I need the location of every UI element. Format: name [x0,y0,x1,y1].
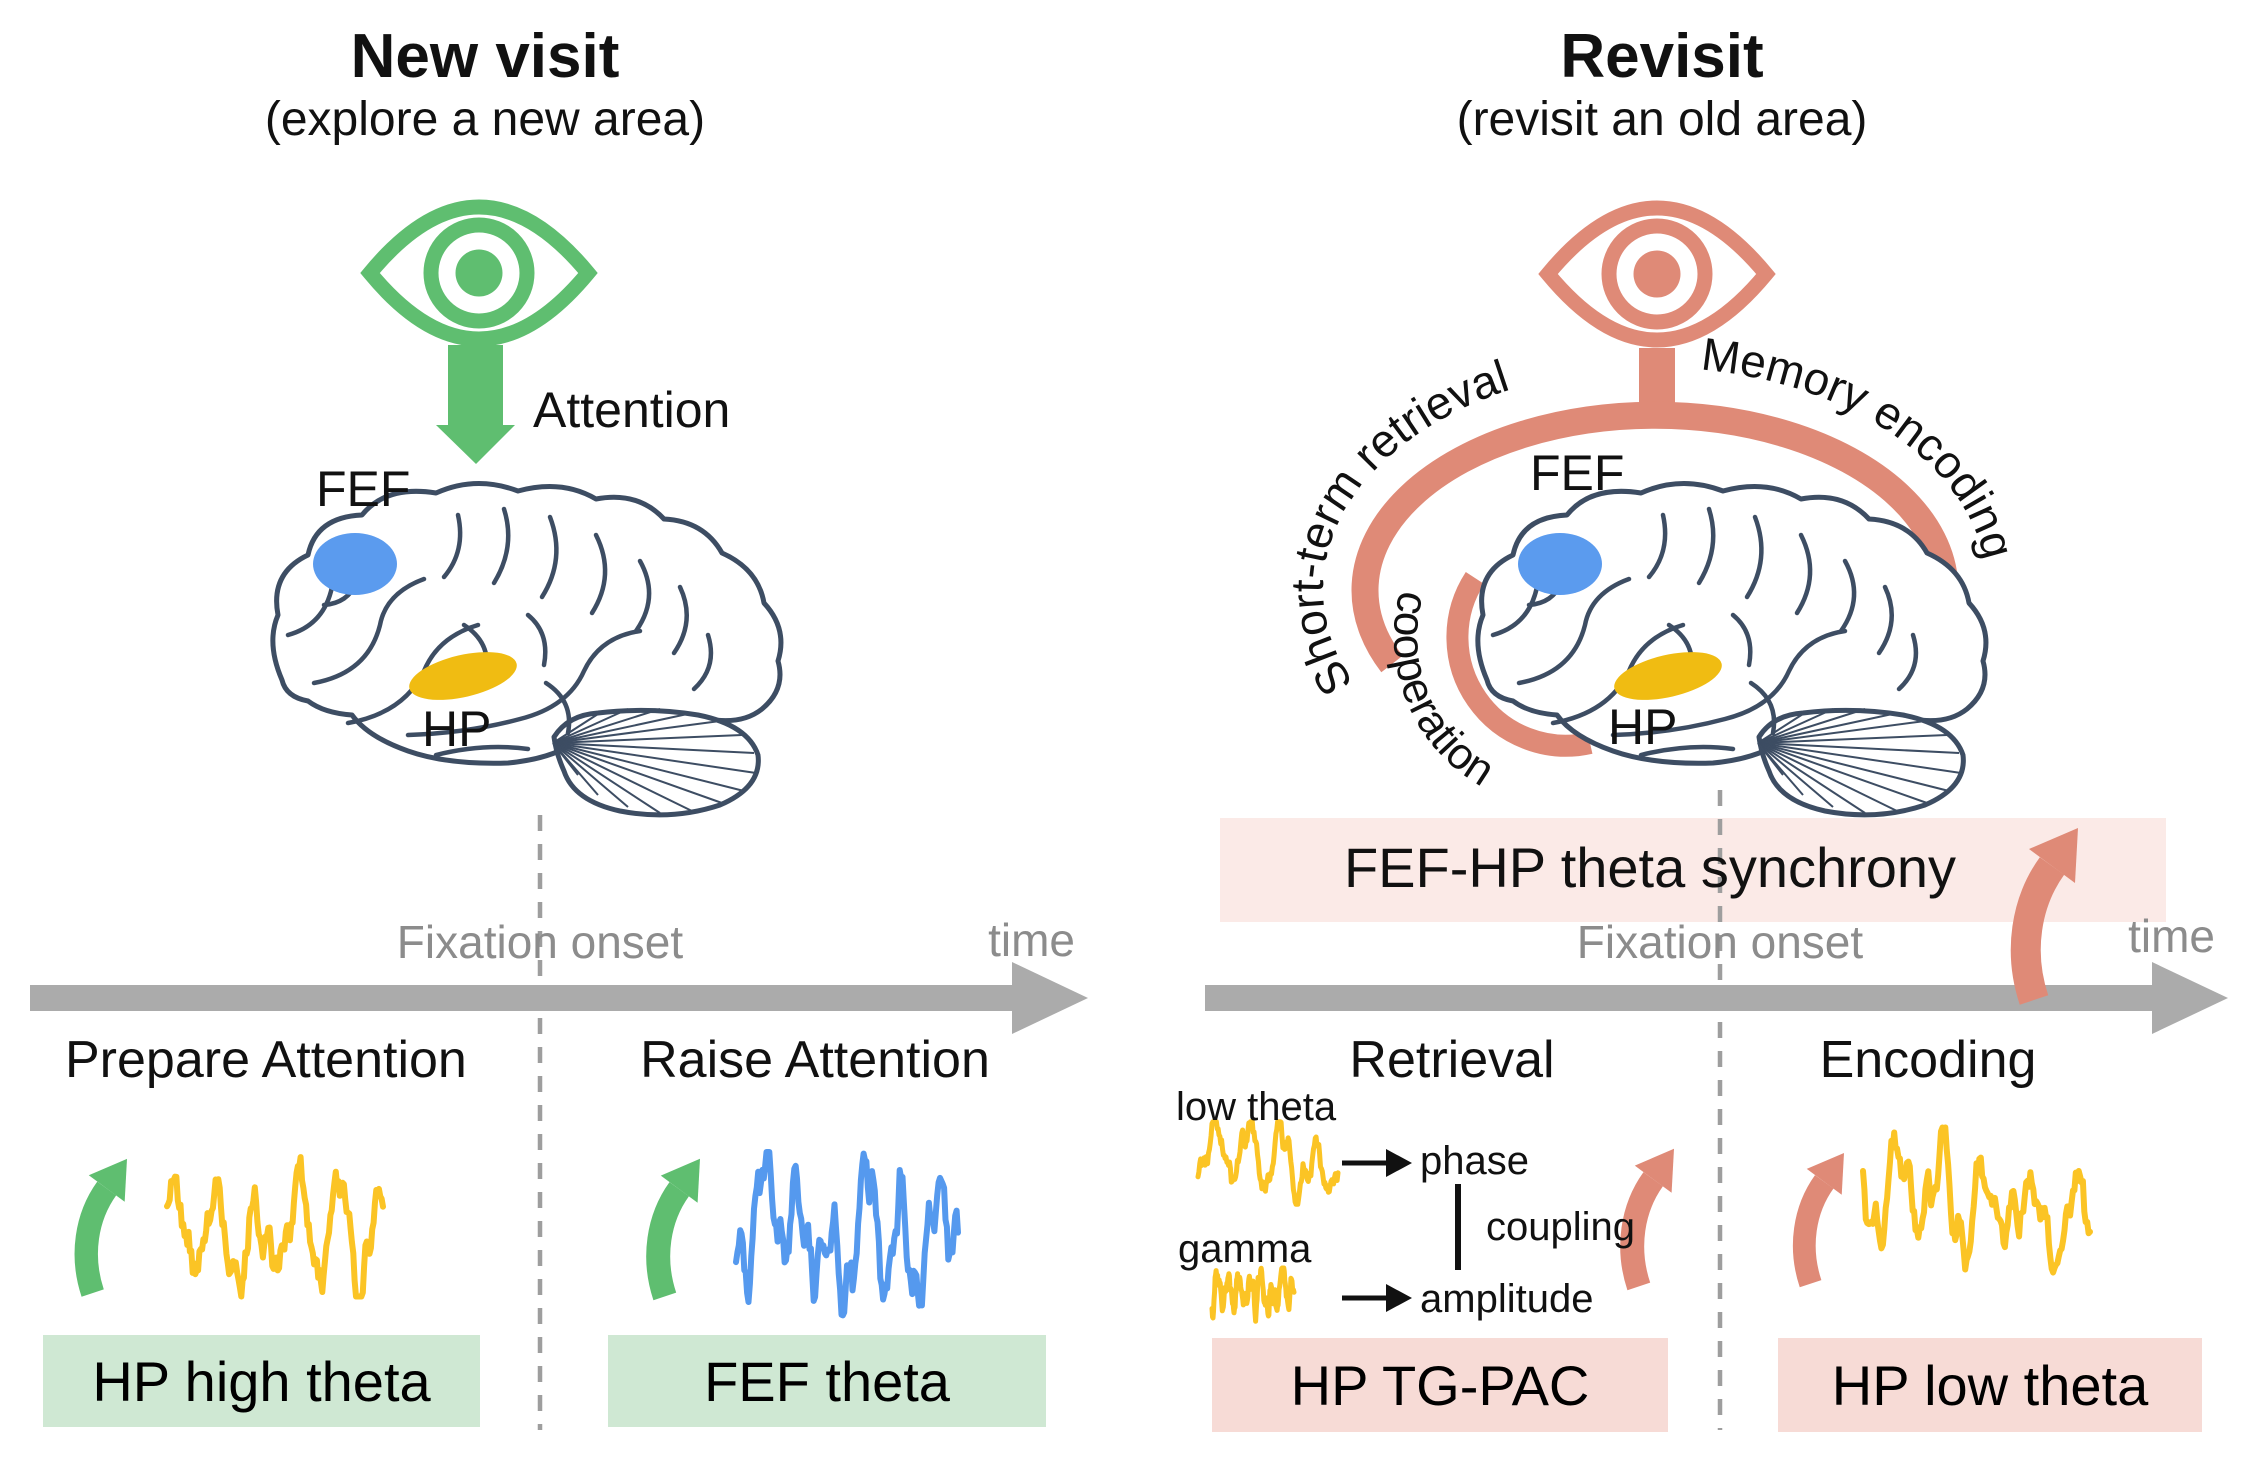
signal-traces [164,1119,2093,1324]
eye-stem [1639,348,1675,412]
time-label: time [2128,910,2215,962]
cooperation-arc [1446,572,1593,757]
memory-arc [1351,401,1959,673]
fixation-onset-label: Fixation onset [1576,916,1864,968]
hp-low-theta-wave [1860,1124,2093,1276]
prepare-attention-label: Prepare Attention [65,1031,467,1089]
low-theta-wave [1195,1119,1341,1207]
fef-theta-wave [733,1149,961,1319]
arrow-down-icon [436,345,515,464]
attention-label: Attention [533,382,731,438]
eye-icon [1548,208,1766,340]
fef-label: FEF [316,461,411,517]
eye-icon [370,207,588,339]
hp-tg-pac-box-label: HP TG-PAC [1290,1353,1590,1417]
encoding-label: Encoding [1819,1031,2037,1089]
gamma-wave [1209,1265,1297,1324]
amplitude-label: amplitude [1420,1277,1594,1321]
fef-theta-box-label: FEF theta [704,1349,950,1413]
raise-attention-label: Raise Attention [640,1031,990,1089]
gamma-label: gamma [1178,1227,1312,1271]
timeline-arrow-icon [1205,962,2228,1034]
hp-high-theta-wave [164,1154,386,1300]
curved-up-arrow-icon [658,1159,700,1297]
amplitude-arrow-icon [1342,1284,1412,1312]
brain-illustration [273,483,781,814]
fef-hp-synchrony-band [1220,818,2166,922]
fixation-onset-label: Fixation onset [396,916,684,968]
hp-tg-pac-box: HP TG-PAC [1212,1338,1668,1432]
brain-illustration [1478,483,1986,814]
right-subtitle: (revisit an old area) [1456,93,1868,146]
hp-high-theta-box-label: HP high theta [92,1349,431,1413]
fef-label: FEF [1530,445,1625,501]
hp-high-theta-box: HP high theta [43,1335,480,1427]
fef-theta-box: FEF theta [608,1335,1046,1427]
hp-label: HP [422,701,492,757]
coupling-label: coupling [1486,1205,1636,1249]
low-theta-label: low theta [1176,1085,1337,1129]
curved-up-arrow-icon [1804,1153,1844,1284]
curved-up-arrow-icon [1632,1149,1674,1287]
hp-label: HP [1608,699,1678,755]
phase-label: phase [1420,1139,1529,1183]
timeline-arrow-icon [30,962,1088,1034]
hp-low-theta-box: HP low theta [1778,1338,2202,1432]
left-subtitle: (explore a new area) [264,93,706,146]
phase-arrow-icon [1342,1149,1412,1177]
hp-low-theta-box-label: HP low theta [1831,1353,2149,1417]
retrieval-label: Retrieval [1349,1031,1555,1089]
synchrony-band-label: FEF-HP theta synchrony [1343,836,1957,899]
time-label: time [988,914,1075,966]
curved-up-arrow-icon [86,1159,127,1293]
left-title: New visit [350,22,620,91]
right-title: Revisit [1560,22,1764,91]
